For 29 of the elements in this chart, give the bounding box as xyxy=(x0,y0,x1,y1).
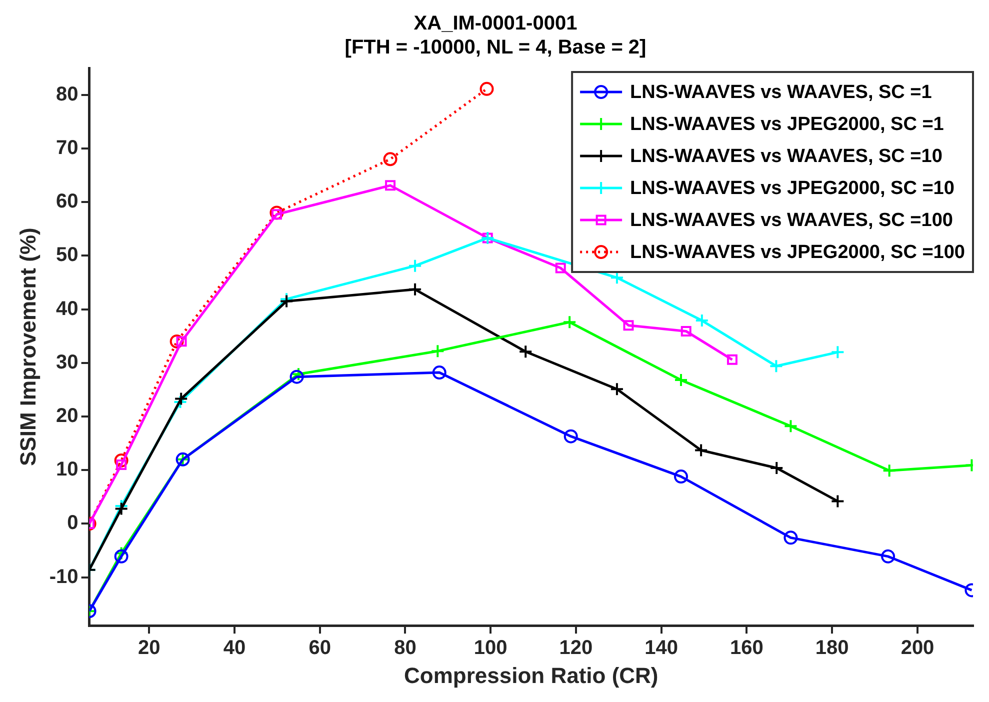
x-tick-label: 120 xyxy=(559,637,593,660)
y-tick-label: 10 xyxy=(56,458,78,481)
x-axis-title: Compression Ratio (CR) xyxy=(404,662,658,688)
legend-label: LNS-WAAVES vs WAAVES, SC =10 xyxy=(630,146,942,168)
x-tick-label: 200 xyxy=(900,637,934,660)
y-tick-label: 20 xyxy=(56,405,78,428)
y-tick-label: 0 xyxy=(67,512,78,534)
legend-label: LNS-WAAVES vs JPEG2000, SC =100 xyxy=(630,242,966,264)
legend-label: LNS-WAAVES vs WAAVES, SC =1 xyxy=(630,82,932,104)
x-tick-label: 60 xyxy=(308,637,331,660)
y-tick-label: -10 xyxy=(49,566,78,588)
legend-label: LNS-WAAVES vs JPEG2000, SC =1 xyxy=(630,114,944,136)
chart-title: XA_IM-0001-0001 [FTH = -10000, NL = 4, Base = 2] xyxy=(344,12,646,59)
y-axis-title: SSIM Improvement (%) xyxy=(15,228,40,466)
x-tick-label: 100 xyxy=(474,637,508,660)
x-tick-label: 80 xyxy=(394,637,416,660)
x-tick-label: 40 xyxy=(223,637,246,660)
y-tick-label: 30 xyxy=(56,351,78,374)
y-tick-label: 60 xyxy=(56,190,78,213)
legend-label: LNS-WAAVES vs WAAVES, SC =100 xyxy=(630,210,953,232)
y-tick-label: 40 xyxy=(56,298,78,320)
legend-label: LNS-WAAVES vs JPEG2000, SC =10 xyxy=(630,178,954,200)
x-tick-label: 160 xyxy=(730,637,764,660)
x-tick-label: 20 xyxy=(138,637,160,660)
y-tick-label: 80 xyxy=(56,83,78,106)
y-tick-label: 50 xyxy=(56,244,78,266)
x-tick-label: 180 xyxy=(815,637,849,660)
x-tick-label: 140 xyxy=(644,637,678,660)
y-tick-label: 70 xyxy=(56,136,78,159)
